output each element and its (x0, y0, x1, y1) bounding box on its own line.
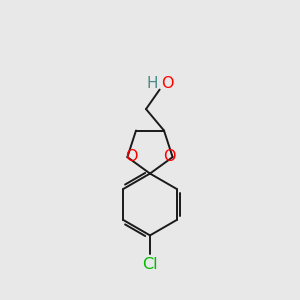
Text: Cl: Cl (142, 256, 158, 272)
Text: H: H (147, 76, 158, 91)
Text: O: O (163, 149, 175, 164)
Text: O: O (125, 149, 137, 164)
Text: O: O (161, 76, 173, 91)
